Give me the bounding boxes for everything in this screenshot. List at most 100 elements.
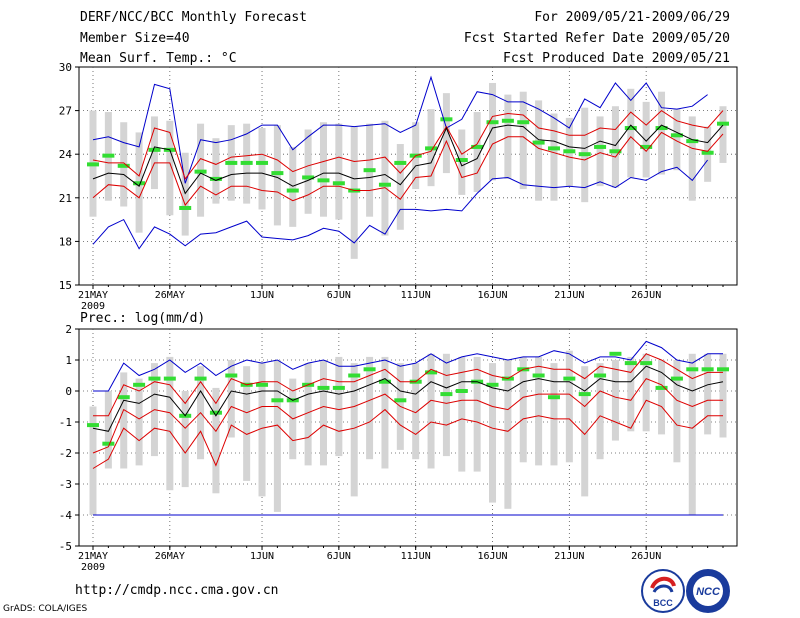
- x-tick-label: 16JUN: [477, 290, 507, 301]
- median-marker: [640, 144, 653, 149]
- spread-bar: [212, 387, 220, 494]
- median-marker: [547, 395, 560, 400]
- lowest-percentile-line: [92, 399, 723, 469]
- median-marker: [640, 361, 653, 366]
- spread-bar: [642, 353, 650, 432]
- median-marker: [609, 149, 622, 154]
- median-marker: [363, 367, 376, 372]
- x-tick-label: 26JUN: [631, 551, 661, 562]
- median-marker: [133, 382, 146, 387]
- spread-bar: [427, 353, 435, 469]
- year-label: 2009: [81, 562, 105, 573]
- y-tick-label: 15: [59, 279, 72, 292]
- spread-bar: [166, 356, 174, 491]
- median-marker: [455, 389, 468, 393]
- median-marker: [486, 382, 499, 387]
- median-marker: [670, 133, 683, 138]
- median-marker: [440, 392, 453, 397]
- median-marker: [578, 152, 591, 157]
- median-marker: [670, 376, 683, 381]
- median-marker: [594, 373, 607, 378]
- median-marker: [471, 144, 484, 149]
- ncc-logo: NCC: [686, 569, 730, 613]
- spread-bar: [627, 356, 635, 432]
- median-marker: [209, 176, 222, 181]
- median-marker: [87, 423, 99, 428]
- median-marker: [425, 370, 438, 375]
- spread-bar: [396, 144, 404, 230]
- spread-bar: [719, 353, 727, 438]
- x-tick-label: 1JUN: [250, 290, 274, 301]
- y-tick-label: -1: [59, 416, 72, 429]
- y-tick-label: -3: [59, 478, 72, 491]
- spread-bar: [120, 372, 128, 469]
- x-tick-label: 6JUN: [327, 290, 351, 301]
- median-marker: [609, 351, 622, 356]
- y-tick-label: 1: [65, 354, 72, 367]
- bcc-logo: BCC: [641, 569, 685, 613]
- upper-percentile-line: [93, 353, 723, 417]
- spread-bar: [704, 353, 712, 435]
- spread-bar: [381, 356, 389, 469]
- median-marker: [455, 158, 468, 163]
- spread-bar: [473, 112, 481, 192]
- median-marker: [271, 398, 284, 403]
- median-marker: [394, 160, 407, 165]
- lower-percentile-line: [92, 377, 723, 454]
- median-marker: [148, 376, 161, 381]
- y-tick-label: 24: [59, 148, 73, 161]
- spread-bar: [335, 123, 343, 220]
- median-marker: [256, 382, 269, 387]
- median-marker: [717, 121, 729, 126]
- spread-bar: [596, 363, 604, 460]
- x-tick-label: 26MAY: [155, 551, 185, 562]
- spread-bar: [489, 82, 497, 181]
- median-marker: [286, 188, 299, 193]
- spread-bar: [489, 363, 497, 503]
- median-marker: [486, 120, 499, 125]
- median-marker: [225, 373, 238, 378]
- median-marker: [501, 118, 514, 123]
- produced-date: Fcst Produced Date 2009/05/21: [503, 51, 730, 66]
- x-tick-label: 21JUN: [554, 290, 584, 301]
- spread-bar: [550, 363, 558, 466]
- variable-label: Mean Surf. Temp.: °C: [80, 51, 237, 66]
- y-tick-label: 21: [59, 192, 72, 205]
- header-left: DERF/NCC/BCC Monthly Forecast Member Siz…: [80, 10, 307, 72]
- plot-frame: [78, 328, 738, 547]
- spread-bar: [581, 366, 589, 497]
- spread-bar: [289, 146, 297, 227]
- ensemble-mean-line: [92, 124, 724, 195]
- spread-bar: [688, 353, 696, 515]
- median-marker: [624, 126, 637, 131]
- median-marker: [209, 410, 222, 415]
- year-label: 2009: [81, 301, 105, 312]
- x-tick-label: 26MAY: [155, 290, 185, 301]
- x-tick-label: 21JUN: [554, 551, 584, 562]
- median-marker: [686, 367, 699, 372]
- x-tick-label: 26JUN: [631, 290, 661, 301]
- spread-bar: [642, 101, 650, 178]
- spread-bar: [381, 120, 389, 236]
- source-url[interactable]: http://cmdp.ncc.cma.gov.cn: [75, 583, 279, 598]
- median-marker: [624, 361, 637, 366]
- max-line: [92, 75, 708, 184]
- spread-bar: [535, 100, 543, 201]
- spread-bar: [258, 128, 266, 210]
- spread-bar: [181, 391, 189, 488]
- y-tick-label: -2: [59, 447, 72, 460]
- median-marker: [271, 171, 284, 176]
- spread-bar: [458, 129, 466, 195]
- spread-bar: [550, 113, 558, 201]
- spread-bar: [227, 360, 235, 438]
- median-marker: [655, 126, 668, 131]
- max-line: [93, 340, 723, 392]
- spread-bar: [273, 360, 281, 512]
- spread-bar: [458, 356, 466, 472]
- median-marker: [332, 181, 345, 186]
- ensemble-mean-line: [92, 365, 724, 432]
- median-marker: [117, 395, 130, 400]
- upper-percentile-line: [92, 109, 724, 180]
- x-tick-label: 21MAY: [78, 290, 108, 301]
- median-marker: [302, 175, 315, 180]
